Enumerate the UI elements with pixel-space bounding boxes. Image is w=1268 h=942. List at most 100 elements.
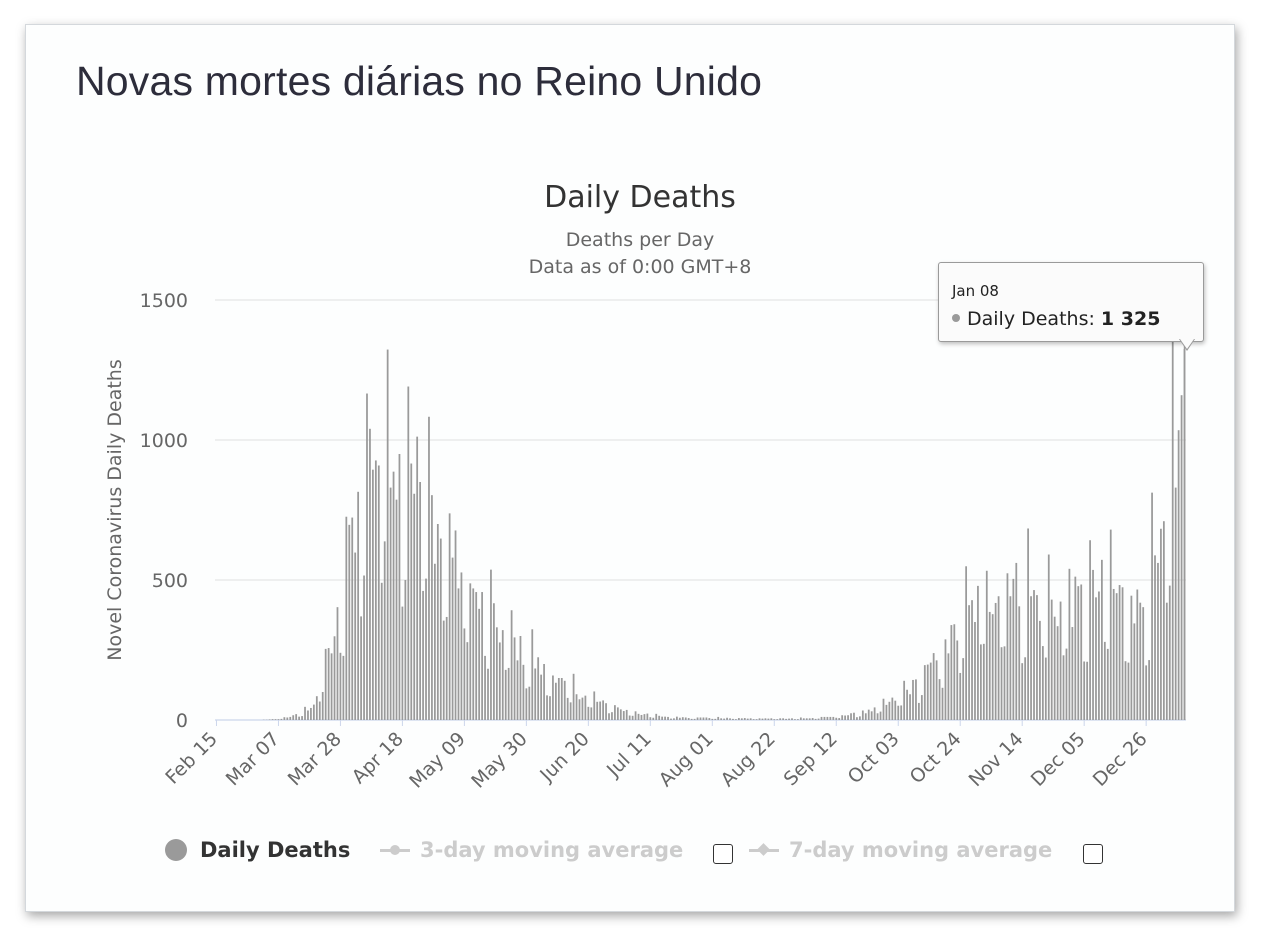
bar [1145, 665, 1148, 720]
bar [522, 664, 525, 720]
x-tick-label: Aug 01 [655, 728, 718, 791]
bar [363, 575, 365, 720]
bar [1136, 589, 1139, 720]
bar [513, 637, 516, 720]
bar [1074, 576, 1077, 720]
bar [858, 716, 861, 720]
bar [481, 592, 483, 720]
bar [950, 625, 953, 720]
bar [543, 664, 545, 720]
bar [791, 718, 793, 720]
legend-item-daily-deaths[interactable]: Daily Deaths [165, 832, 350, 868]
bar [1142, 607, 1145, 720]
bar [947, 653, 950, 720]
bar [1050, 599, 1053, 720]
bar [413, 493, 416, 720]
bar [377, 465, 380, 720]
bar [301, 716, 303, 720]
bar [1171, 341, 1174, 720]
bar [823, 716, 826, 720]
bar [941, 687, 944, 720]
bar [853, 712, 855, 720]
bar [498, 642, 501, 720]
bar [702, 717, 705, 720]
bar [534, 668, 537, 720]
bar [345, 516, 348, 720]
bars[interactable] [262, 341, 1186, 720]
bar [1033, 590, 1035, 720]
bar [1112, 588, 1115, 720]
x-tick-label: Jul 11 [602, 728, 656, 782]
legend-line-circle-icon [380, 844, 410, 855]
bar [569, 702, 572, 720]
bar [619, 709, 622, 720]
bar [1157, 562, 1159, 720]
bar [1139, 602, 1142, 720]
bar [684, 717, 687, 720]
bar [938, 679, 941, 720]
bar [1115, 593, 1118, 720]
chart-card [25, 24, 1235, 912]
bar [628, 715, 631, 720]
bar [746, 718, 749, 720]
bar [891, 697, 894, 720]
bar [959, 672, 962, 720]
bar [466, 642, 469, 720]
bar [909, 694, 911, 720]
bar [773, 719, 776, 720]
x-tick-label: Mar 07 [222, 728, 284, 790]
legend-line-diamond-icon [749, 842, 779, 856]
bar [578, 699, 581, 720]
bar [289, 716, 292, 720]
legend-item-7-day-average[interactable]: 7-day moving average [749, 832, 1052, 868]
checkbox-7-day-average[interactable] [1083, 844, 1103, 864]
bar [546, 695, 548, 720]
bar [811, 718, 814, 720]
bar [1036, 595, 1038, 720]
bar [681, 717, 684, 720]
tooltip-date: Jan 08 [952, 282, 999, 300]
bar [847, 715, 849, 720]
bar [808, 718, 811, 720]
checkbox-3-day-average[interactable] [713, 844, 733, 864]
bar [493, 603, 495, 720]
bar [454, 530, 457, 720]
legend-item-3-day-average[interactable]: 3-day moving average [380, 832, 683, 868]
bar [740, 718, 743, 720]
legend-dot-icon [165, 839, 187, 861]
bar [826, 716, 829, 720]
bar [708, 718, 711, 720]
bar [770, 718, 773, 720]
bar [1000, 647, 1003, 720]
bar [422, 590, 424, 720]
bar [726, 717, 728, 720]
bar [953, 624, 956, 720]
bar [1012, 578, 1015, 720]
bar [312, 704, 315, 720]
bar [304, 706, 306, 720]
bar [879, 711, 882, 720]
bar [634, 711, 637, 720]
bar [318, 701, 321, 720]
bar [463, 628, 466, 720]
bar [985, 570, 988, 720]
bar [882, 698, 885, 720]
bar [850, 713, 852, 720]
bar [720, 718, 723, 720]
bar [401, 606, 404, 720]
bar [324, 648, 327, 720]
bar [575, 694, 578, 720]
legend-label-7-day-average: 7-day moving average [789, 838, 1053, 862]
bar [829, 716, 832, 720]
bar [835, 717, 838, 720]
bar [552, 675, 554, 720]
bar [802, 718, 805, 720]
bar [897, 705, 900, 720]
bar [1021, 663, 1024, 720]
bar [407, 386, 410, 720]
bar [484, 655, 486, 720]
x-tick-label: Jun 20 [535, 728, 594, 787]
bar [295, 714, 298, 720]
bar [374, 460, 377, 720]
bar [611, 712, 613, 720]
